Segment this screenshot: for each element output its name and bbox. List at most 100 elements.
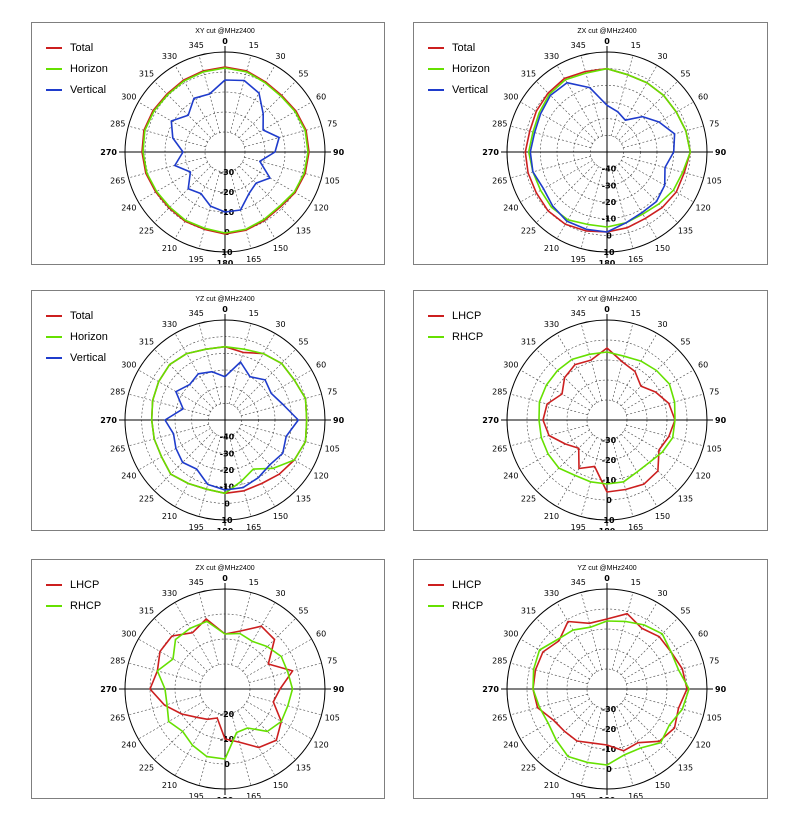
grid-spoke [229,436,252,517]
angle-tick-label: 90 [715,685,727,694]
angle-tick-label: 195 [571,255,586,264]
angle-tick-label: 270 [100,685,117,694]
angle-tick-label: 300 [121,93,136,102]
angle-tick-label: 75 [327,119,337,128]
angle-tick-label: 240 [503,204,518,213]
grid-spoke [626,393,704,416]
angle-tick-label: 180 [217,259,234,264]
grid-spoke [241,393,322,416]
legend-swatch [428,583,444,586]
grid-spoke [242,618,296,672]
grid-spoke [580,168,603,249]
angle-tick-label: 120 [313,741,328,750]
grid-spoke [154,349,214,409]
grid-spoke [624,638,694,680]
angle-tick-label: 105 [325,445,340,454]
legend-swatch [428,67,444,70]
grid-spoke [611,168,634,249]
grid-spoke [616,602,658,672]
angle-tick-label: 165 [246,255,261,264]
radial-tick-label: -10 [602,745,617,754]
radial-tick-label: 10 [221,248,233,257]
angle-tick-label: 180 [217,796,234,798]
angle-tick-label: 225 [139,763,154,772]
legend-label: Horizon [70,62,108,75]
grid-spoke [624,698,694,740]
angle-tick-label: 300 [121,361,136,370]
grid-spoke [236,349,296,409]
legend-swatch [46,604,62,607]
legend-swatch [428,46,444,49]
polar-chart: XY cut @MHz2400 0 15 30 55 60 75 90 105 120 135 150… [482,296,727,530]
radial-tick-label: 0 [606,231,612,240]
grid-spoke [231,592,252,665]
angle-tick-label: 270 [482,148,499,157]
angle-tick-label: 120 [695,472,710,481]
radial-tick-label: 0 [606,765,612,774]
grid-spoke [246,701,312,740]
angle-tick-label: 0 [222,574,228,583]
angle-tick-label: 195 [189,255,204,264]
series-line-rhcp [532,620,690,766]
angle-tick-label: 225 [521,763,536,772]
legend-label: Vertical [70,351,107,364]
angle-tick-label: 90 [333,685,345,694]
polar-chart: YZ cut @MHz2400 0 15 30 55 60 75 90 105 120 135 150… [100,296,344,530]
angle-tick-label: 55 [680,607,690,616]
angle-tick-label: 285 [492,119,507,128]
legend-item: LHCP [46,574,101,595]
angle-tick-label: 55 [298,70,308,79]
angle-tick-label: 240 [503,741,518,750]
angle-tick-label: 120 [695,741,710,750]
radial-tick-label: -20 [220,710,235,719]
angle-tick-label: 240 [121,204,136,213]
angle-tick-label: 60 [698,361,708,370]
angle-tick-label: 60 [698,630,708,639]
chart-panel-3: YZ cut @MHz2400 0 15 30 55 60 75 90 105 120 135 150… [31,290,385,531]
legend-item: Horizon [428,58,490,79]
angle-tick-label: 300 [503,630,518,639]
angle-tick-label: 270 [100,416,117,425]
radial-tick-label: -20 [220,188,235,197]
angle-tick-label: 265 [110,714,125,723]
radial-tick-label: -40 [602,165,617,174]
legend-item: RHCP [46,595,101,616]
grid-spoke [154,431,214,491]
grid-spoke [556,602,598,672]
angle-tick-label: 135 [296,494,311,503]
angle-tick-label: 345 [189,578,204,587]
angle-tick-label: 15 [249,309,259,318]
angle-tick-label: 180 [599,796,616,798]
grid-spoke [239,428,312,471]
angle-tick-label: 225 [521,226,536,235]
polar-chart: YZ cut @MHz2400 0 15 30 55 60 75 90 105 120 135 150… [482,565,727,798]
chart-title: YZ cut @MHz2400 [195,296,254,303]
angle-tick-label: 30 [275,52,285,61]
angle-tick-label: 330 [544,52,559,61]
grid-spoke [234,169,276,239]
chart-title: XY cut @MHz2400 [577,296,637,303]
angle-tick-label: 105 [325,714,340,723]
angle-tick-label: 345 [189,309,204,318]
angle-tick-label: 300 [503,361,518,370]
angle-tick-label: 90 [715,416,727,425]
grid-spoke [138,638,204,677]
angle-tick-label: 195 [571,523,586,530]
grid-spoke [624,369,694,411]
legend-swatch [46,46,62,49]
angle-tick-label: 345 [571,578,586,587]
legend-swatch [46,88,62,91]
legend-label: RHCP [70,599,102,612]
legend-item: Total [46,37,108,58]
chart-title: ZX cut @MHz2400 [195,565,254,572]
angle-tick-label: 120 [695,204,710,213]
radial-tick-label: -20 [220,466,235,475]
chart-title: XY cut @MHz2400 [195,28,255,35]
chart-legend: LHCP RHCP [428,574,483,616]
grid-spoke [128,662,201,683]
angle-tick-label: 15 [631,309,641,318]
angle-tick-label: 135 [678,494,693,503]
angle-tick-label: 15 [249,41,259,50]
angle-tick-label: 240 [121,741,136,750]
grid-spoke [236,431,296,491]
